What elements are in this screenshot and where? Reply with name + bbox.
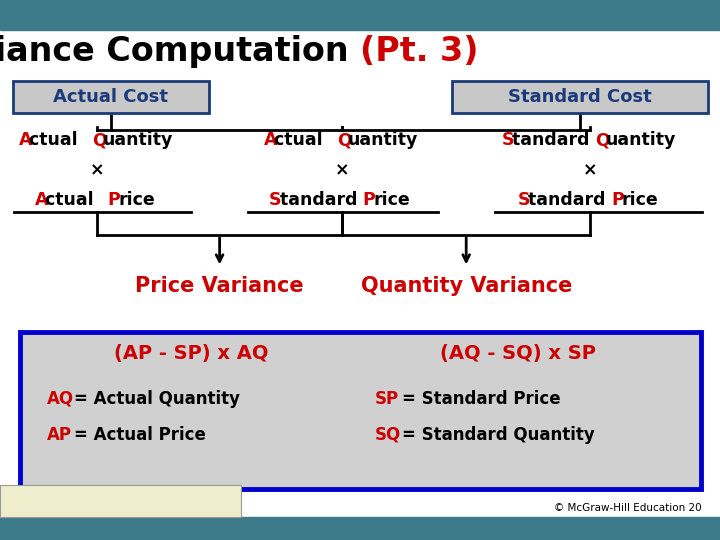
Text: rice: rice [621,191,658,209]
Text: uantity: uantity [347,131,418,150]
Text: ×: × [583,161,598,179]
Bar [13,81,209,113]
Text: A: A [19,131,32,150]
Text: ×: × [90,161,104,179]
Text: Cost Variance Computation: Cost Variance Computation [0,35,360,68]
Text: S: S [518,191,530,209]
Text: P: P [107,191,120,209]
Text: AP: AP [47,426,72,444]
Bar [0,0,720,30]
Text: Compute the total cost: Compute the total cost [6,491,197,500]
Text: SQ: SQ [374,426,400,444]
Text: A: A [35,191,48,209]
Text: = Actual Price: = Actual Price [74,426,206,444]
Text: ctual: ctual [30,131,84,150]
Text: S: S [502,131,514,150]
Text: = Actual Quantity: = Actual Quantity [74,389,240,408]
Text: Actual Cost: Actual Cost [53,88,168,106]
Text: SP: SP [374,389,399,408]
Text: = Standard Price: = Standard Price [402,389,560,408]
Text: Learning Objective P2:: Learning Objective P2: [6,491,122,500]
Text: ctual: ctual [274,131,329,150]
Text: P: P [611,191,624,209]
Text: tandard: tandard [279,191,363,209]
Text: tandard: tandard [528,191,611,209]
Text: Q: Q [595,131,611,150]
Text: uantity: uantity [606,131,676,150]
Text: = Standard Quantity: = Standard Quantity [402,426,595,444]
Text: (AP - SP) x AQ: (AP - SP) x AQ [114,344,268,363]
Text: rice: rice [373,191,410,209]
Text: A: A [264,131,277,150]
Text: (AQ - SQ) x SP: (AQ - SQ) x SP [441,344,596,363]
Text: S: S [269,191,282,209]
Text: uantity: uantity [102,131,173,150]
Text: tandard: tandard [512,131,595,150]
Text: Standard Cost: Standard Cost [508,88,652,106]
Bar [0,485,241,517]
Text: ctual: ctual [45,191,100,209]
Bar [0,517,720,540]
Text: AQ: AQ [47,389,74,408]
Text: ×: × [335,161,349,179]
Text: Q: Q [92,131,107,150]
Text: (Pt. 3): (Pt. 3) [360,35,479,68]
Text: Price Variance: Price Variance [135,276,304,296]
Text: Q: Q [337,131,351,150]
Bar [20,332,701,489]
Text: © McGraw-Hill Education 20: © McGraw-Hill Education 20 [554,503,702,512]
Text: P: P [363,191,376,209]
Bar [452,81,708,113]
Text: rice: rice [118,191,155,209]
Text: Quantity Variance: Quantity Variance [361,276,572,296]
Text: variance.: variance. [6,503,48,512]
